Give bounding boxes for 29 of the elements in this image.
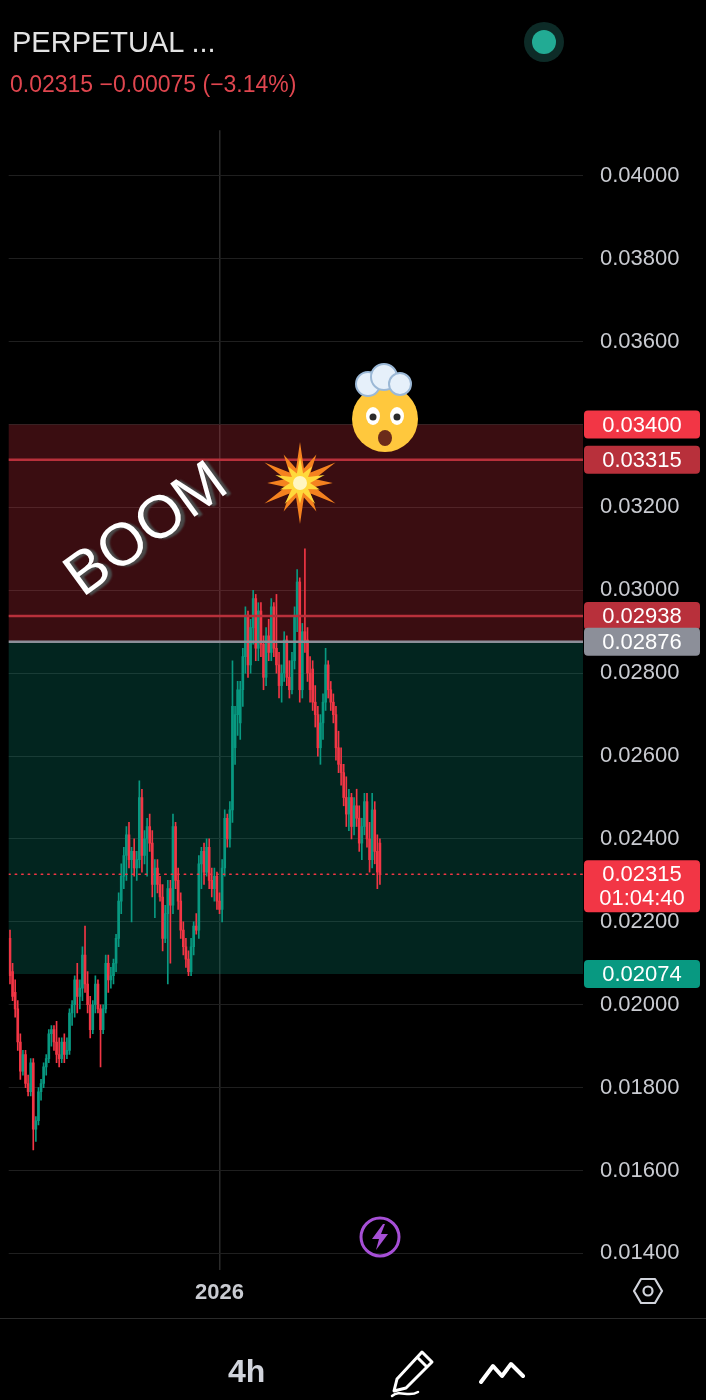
candlestick bbox=[63, 1033, 66, 1064]
y-tick-label: 0.04000 bbox=[600, 161, 680, 187]
candlestick bbox=[300, 623, 304, 699]
ref-line-label: 0.02938 bbox=[602, 603, 682, 629]
candlestick bbox=[169, 880, 172, 964]
y-tick-label: 0.02400 bbox=[600, 825, 680, 851]
y-tick-label: 0.02000 bbox=[600, 990, 680, 1016]
band-label: 0.02074 bbox=[602, 961, 682, 987]
ref-line-label: 0.02315 bbox=[602, 861, 682, 887]
ref-line-label: 0.02876 bbox=[602, 628, 682, 654]
candlestick bbox=[130, 846, 133, 923]
candlestick bbox=[213, 867, 216, 902]
y-tick-label: 0.01600 bbox=[600, 1156, 680, 1182]
chart-title: PERPETUAL ... bbox=[12, 25, 216, 60]
candlestick bbox=[205, 838, 208, 877]
y-tick-label: 0.03800 bbox=[600, 244, 680, 270]
text: 4h bbox=[228, 1352, 266, 1391]
y-tick-label: 0.03000 bbox=[600, 576, 680, 602]
band-label: 0.03400 bbox=[602, 411, 682, 437]
y-tick-label: 0.01800 bbox=[600, 1073, 680, 1099]
y-tick-label: 0.01400 bbox=[600, 1239, 680, 1265]
x-tick-label: 2026 bbox=[195, 1279, 245, 1305]
ref-line-label: 0.03315 bbox=[602, 446, 682, 472]
chart-subtitle: 0.02315 −0.00075 (−3.14%) bbox=[10, 70, 297, 99]
y-tick-label: 0.02800 bbox=[600, 659, 680, 685]
y-tick-label: 0.03600 bbox=[600, 327, 680, 353]
candlestick bbox=[194, 913, 198, 935]
y-tick-label: 0.03200 bbox=[600, 493, 680, 519]
y-tick-label: 0.02600 bbox=[600, 742, 680, 768]
